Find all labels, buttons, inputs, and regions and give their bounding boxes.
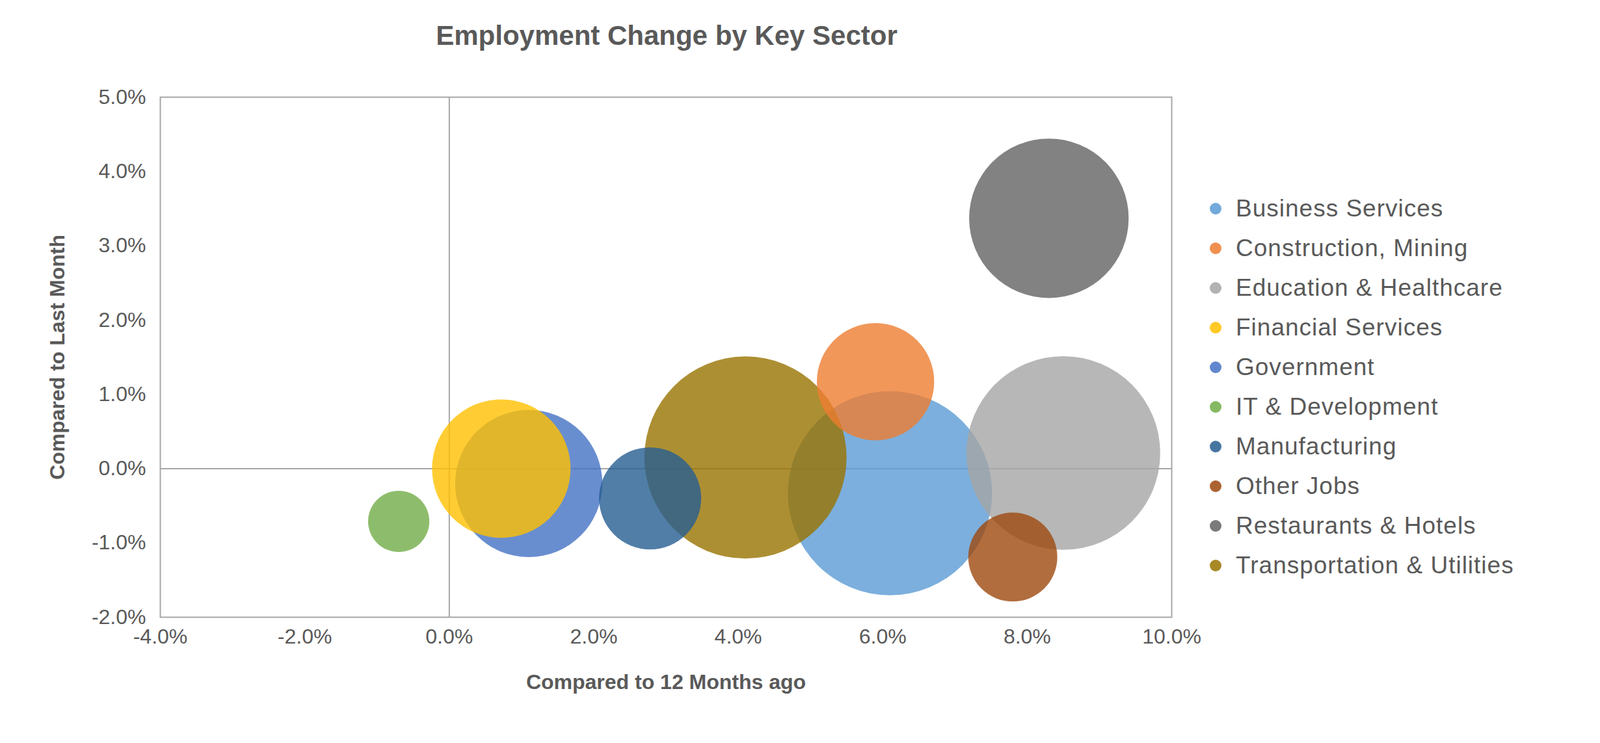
svg-text:2.0%: 2.0%	[569, 625, 618, 649]
svg-text:0.0%: 0.0%	[98, 456, 147, 480]
svg-text:0.0%: 0.0%	[425, 625, 473, 649]
svg-text:2.0%: 2.0%	[98, 308, 147, 332]
html-text:Manufacturing: Manufacturing	[1235, 432, 1397, 460]
svg-text:8.0%: 8.0%	[1003, 625, 1052, 649]
html-text:Restaurants & Hotels: Restaurants & Hotels	[1235, 512, 1477, 539]
svg-text:-2.0%: -2.0%	[91, 605, 147, 629]
html-text:Construction, Mining: Construction, Mining	[1235, 234, 1469, 262]
svg-text:-2.0%: -2.0%	[277, 625, 333, 649]
svg-text:4.0%: 4.0%	[98, 159, 147, 183]
svg-text:1.0%: 1.0%	[98, 382, 147, 406]
html-text:Financial Services: Financial Services	[1235, 313, 1443, 341]
html-text:Business Services: Business Services	[1235, 194, 1444, 222]
svg-text:5.0%: 5.0%	[98, 85, 147, 109]
svg-text:-4.0%: -4.0%	[133, 625, 188, 649]
svg-text:6.0%: 6.0%	[859, 625, 907, 649]
svg-text:-1.0%: -1.0%	[91, 530, 147, 555]
svg-text:Compared to 12 Months ago: Compared to 12 Months ago	[526, 670, 806, 694]
svg-text:4.0%: 4.0%	[714, 625, 763, 649]
html-text:Transportation & Utilities: Transportation & Utilities	[1235, 551, 1514, 579]
html-text:IT & Development: IT & Development	[1235, 393, 1439, 420]
html-text:Employment Change by Key Secto: Employment Change by Key Sector	[435, 20, 898, 51]
svg-text:Compared to Last Month: Compared to Last Month	[45, 234, 69, 480]
html-text:Education & Healthcare: Education & Healthcare	[1235, 274, 1503, 301]
html-text:Government: Government	[1235, 353, 1375, 381]
html-text:Other Jobs: Other Jobs	[1235, 472, 1360, 500]
svg-text:10.0%: 10.0%	[1142, 625, 1202, 649]
svg-text:3.0%: 3.0%	[98, 233, 147, 257]
